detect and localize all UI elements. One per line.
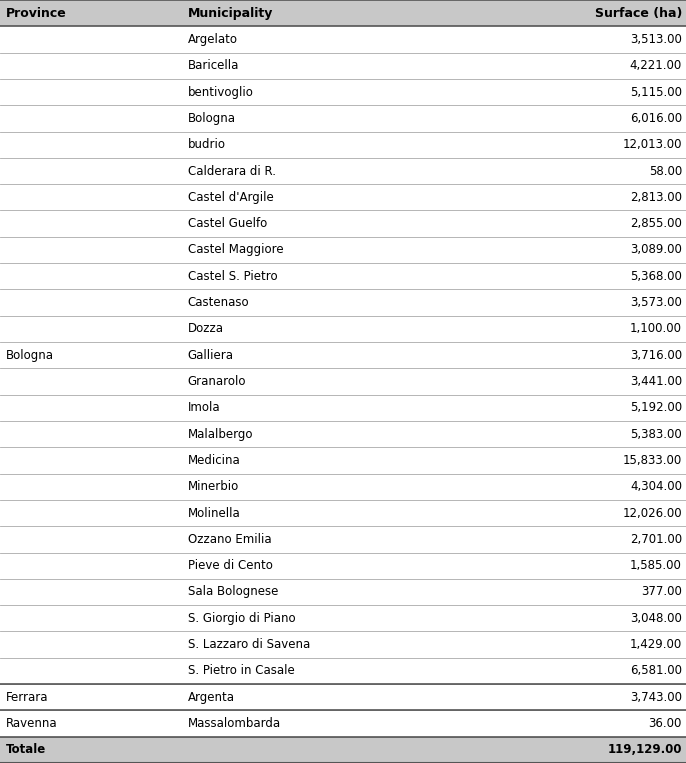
Text: Baricella: Baricella bbox=[188, 60, 239, 72]
Text: 377.00: 377.00 bbox=[641, 585, 682, 598]
Text: Bologna: Bologna bbox=[6, 349, 54, 362]
Text: 1,429.00: 1,429.00 bbox=[630, 638, 682, 651]
Text: 12,013.00: 12,013.00 bbox=[622, 138, 682, 151]
Text: 2,855.00: 2,855.00 bbox=[630, 217, 682, 230]
Text: S. Lazzaro di Savena: S. Lazzaro di Savena bbox=[188, 638, 310, 651]
Text: 3,743.00: 3,743.00 bbox=[630, 691, 682, 703]
Text: Totale: Totale bbox=[6, 743, 46, 756]
Text: 2,701.00: 2,701.00 bbox=[630, 533, 682, 546]
Text: Massalombarda: Massalombarda bbox=[188, 717, 281, 730]
Text: Bologna: Bologna bbox=[188, 112, 236, 125]
Bar bbox=[0, 342, 686, 369]
Text: 5,192.00: 5,192.00 bbox=[630, 401, 682, 414]
Text: 36.00: 36.00 bbox=[649, 717, 682, 730]
Text: 3,716.00: 3,716.00 bbox=[630, 349, 682, 362]
Text: 2,813.00: 2,813.00 bbox=[630, 191, 682, 204]
Bar bbox=[0, 0, 686, 26]
Text: Molinella: Molinella bbox=[188, 507, 241, 520]
Text: 3,573.00: 3,573.00 bbox=[630, 296, 682, 309]
Text: Castel S. Pietro: Castel S. Pietro bbox=[188, 270, 277, 283]
Bar bbox=[0, 552, 686, 579]
Bar bbox=[0, 684, 686, 710]
Bar bbox=[0, 500, 686, 526]
Text: Medicina: Medicina bbox=[188, 454, 241, 467]
Text: 3,441.00: 3,441.00 bbox=[630, 375, 682, 388]
Bar bbox=[0, 526, 686, 552]
Text: Ravenna: Ravenna bbox=[6, 717, 58, 730]
Bar bbox=[0, 263, 686, 289]
Text: Galliera: Galliera bbox=[188, 349, 234, 362]
Bar bbox=[0, 369, 686, 394]
Bar bbox=[0, 53, 686, 79]
Text: Castel d'Argile: Castel d'Argile bbox=[188, 191, 274, 204]
Text: budrio: budrio bbox=[188, 138, 226, 151]
Text: Castel Guelfo: Castel Guelfo bbox=[188, 217, 267, 230]
Text: 6,581.00: 6,581.00 bbox=[630, 665, 682, 678]
Text: Surface (ha): Surface (ha) bbox=[595, 7, 682, 20]
Bar bbox=[0, 158, 686, 184]
Text: 12,026.00: 12,026.00 bbox=[622, 507, 682, 520]
Bar bbox=[0, 237, 686, 263]
Text: Granarolo: Granarolo bbox=[188, 375, 246, 388]
Text: 5,368.00: 5,368.00 bbox=[630, 270, 682, 283]
Text: Castenaso: Castenaso bbox=[188, 296, 250, 309]
Text: Ferrara: Ferrara bbox=[6, 691, 49, 703]
Bar bbox=[0, 710, 686, 737]
Text: Pieve di Cento: Pieve di Cento bbox=[188, 559, 272, 572]
Bar bbox=[0, 211, 686, 237]
Text: bentivoglio: bentivoglio bbox=[188, 85, 254, 98]
Bar bbox=[0, 289, 686, 316]
Text: 3,513.00: 3,513.00 bbox=[630, 33, 682, 46]
Text: 4,221.00: 4,221.00 bbox=[630, 60, 682, 72]
Text: Imola: Imola bbox=[188, 401, 220, 414]
Text: Argenta: Argenta bbox=[188, 691, 235, 703]
Text: Municipality: Municipality bbox=[188, 7, 273, 20]
Text: Dozza: Dozza bbox=[188, 323, 224, 336]
Bar bbox=[0, 632, 686, 658]
Text: S. Giorgio di Piano: S. Giorgio di Piano bbox=[188, 612, 296, 625]
Bar bbox=[0, 316, 686, 342]
Text: Argelato: Argelato bbox=[188, 33, 238, 46]
Bar bbox=[0, 605, 686, 632]
Text: 3,089.00: 3,089.00 bbox=[630, 243, 682, 256]
Text: Ozzano Emilia: Ozzano Emilia bbox=[188, 533, 272, 546]
Text: 1,100.00: 1,100.00 bbox=[630, 323, 682, 336]
Bar bbox=[0, 79, 686, 105]
Text: 1,585.00: 1,585.00 bbox=[630, 559, 682, 572]
Text: 3,048.00: 3,048.00 bbox=[630, 612, 682, 625]
Bar bbox=[0, 447, 686, 474]
Bar bbox=[0, 131, 686, 158]
Text: 6,016.00: 6,016.00 bbox=[630, 112, 682, 125]
Bar bbox=[0, 394, 686, 421]
Text: Province: Province bbox=[6, 7, 67, 20]
Bar bbox=[0, 421, 686, 447]
Bar bbox=[0, 737, 686, 763]
Text: Malalbergo: Malalbergo bbox=[188, 427, 253, 440]
Text: Castel Maggiore: Castel Maggiore bbox=[188, 243, 283, 256]
Bar bbox=[0, 26, 686, 53]
Bar bbox=[0, 184, 686, 211]
Bar bbox=[0, 658, 686, 684]
Bar bbox=[0, 105, 686, 131]
Text: 4,304.00: 4,304.00 bbox=[630, 480, 682, 493]
Text: 5,115.00: 5,115.00 bbox=[630, 85, 682, 98]
Text: S. Pietro in Casale: S. Pietro in Casale bbox=[188, 665, 294, 678]
Bar bbox=[0, 579, 686, 605]
Text: Sala Bolognese: Sala Bolognese bbox=[188, 585, 278, 598]
Text: 58.00: 58.00 bbox=[649, 165, 682, 178]
Text: Minerbio: Minerbio bbox=[188, 480, 239, 493]
Bar bbox=[0, 474, 686, 500]
Text: 15,833.00: 15,833.00 bbox=[623, 454, 682, 467]
Text: Calderara di R.: Calderara di R. bbox=[188, 165, 276, 178]
Text: 119,129.00: 119,129.00 bbox=[608, 743, 682, 756]
Text: 5,383.00: 5,383.00 bbox=[630, 427, 682, 440]
